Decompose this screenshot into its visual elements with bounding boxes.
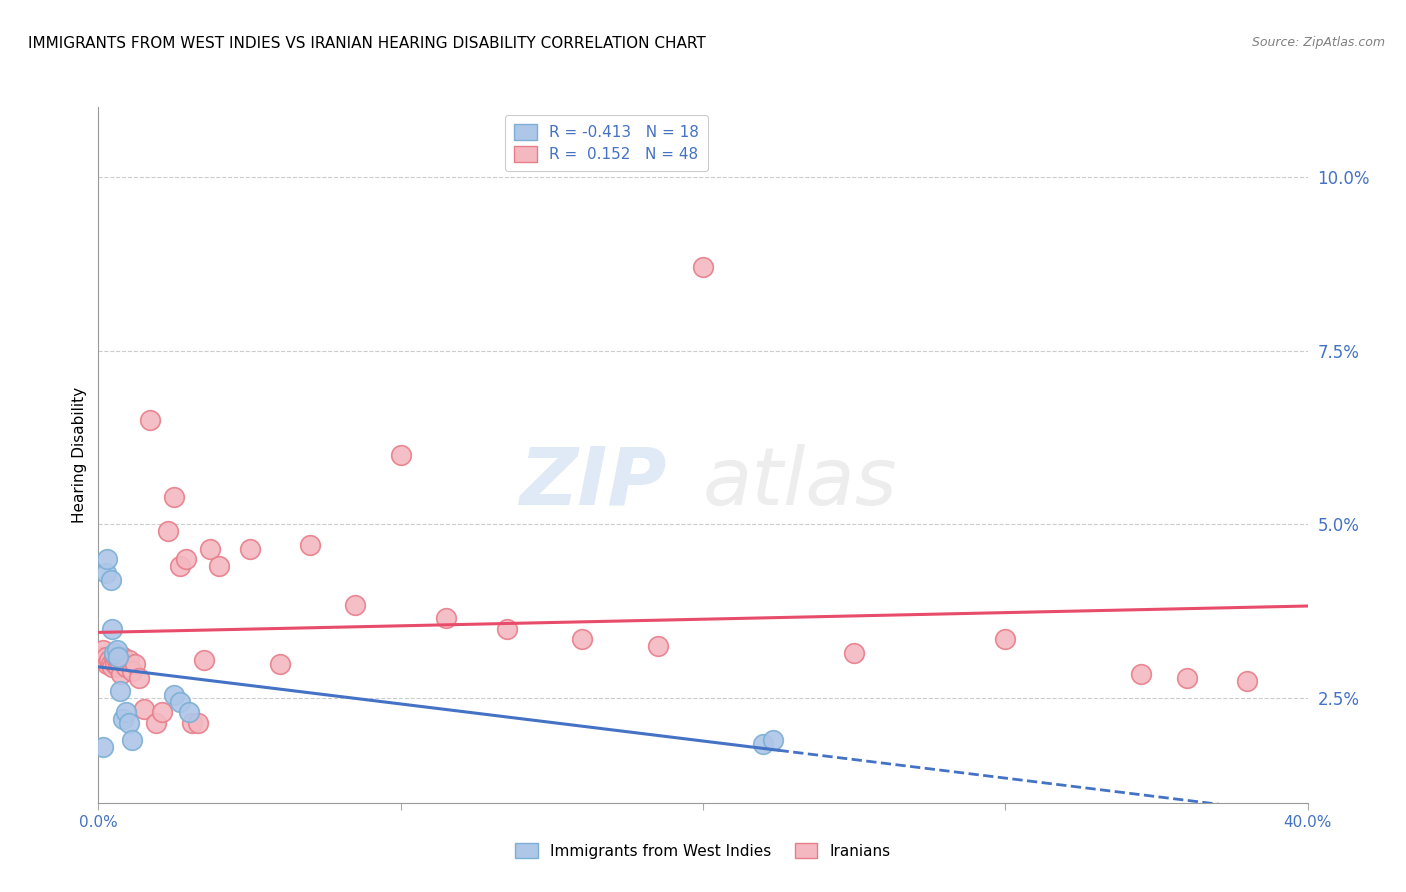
Point — [96, 552, 118, 566]
Point — [93, 653, 115, 667]
Point — [94, 566, 117, 581]
Point — [299, 538, 322, 552]
Point — [96, 657, 118, 671]
Point — [761, 733, 783, 747]
Point — [124, 657, 146, 671]
Point — [114, 706, 136, 720]
Point — [145, 715, 167, 730]
Point — [101, 660, 124, 674]
Point — [179, 706, 201, 720]
Point — [169, 559, 191, 574]
Point — [239, 541, 262, 556]
Point — [187, 715, 209, 730]
Text: atlas: atlas — [703, 443, 898, 522]
Point — [344, 598, 367, 612]
Text: Source: ZipAtlas.com: Source: ZipAtlas.com — [1251, 36, 1385, 49]
Point — [91, 642, 114, 657]
Point — [132, 702, 155, 716]
Point — [104, 657, 127, 671]
Point — [193, 653, 215, 667]
Point — [200, 541, 222, 556]
Point — [94, 649, 117, 664]
Point — [692, 260, 714, 274]
Point — [163, 490, 186, 504]
Point — [111, 712, 134, 726]
Point — [108, 657, 131, 671]
Point — [1130, 667, 1153, 681]
Point — [111, 649, 134, 664]
Point — [91, 740, 114, 755]
Y-axis label: Hearing Disability: Hearing Disability — [72, 387, 87, 523]
Text: ZIP: ZIP — [519, 443, 666, 522]
Point — [181, 715, 204, 730]
Point — [114, 660, 136, 674]
Point — [103, 646, 125, 660]
Point — [1236, 674, 1258, 689]
Point — [174, 552, 197, 566]
Point — [90, 649, 112, 664]
Point — [994, 632, 1017, 647]
Point — [752, 737, 775, 751]
Text: IMMIGRANTS FROM WEST INDIES VS IRANIAN HEARING DISABILITY CORRELATION CHART: IMMIGRANTS FROM WEST INDIES VS IRANIAN H… — [28, 36, 706, 51]
Point — [139, 413, 162, 427]
Point — [121, 664, 143, 678]
Legend: Immigrants from West Indies, Iranians: Immigrants from West Indies, Iranians — [509, 837, 897, 864]
Point — [105, 642, 128, 657]
Point — [434, 611, 457, 625]
Point — [128, 671, 150, 685]
Point — [163, 688, 186, 702]
Point — [495, 622, 517, 636]
Point — [150, 706, 173, 720]
Point — [1175, 671, 1198, 685]
Point — [844, 646, 866, 660]
Point — [100, 573, 122, 587]
Point — [118, 653, 141, 667]
Point — [107, 649, 129, 664]
Point — [571, 632, 593, 647]
Point — [169, 695, 191, 709]
Point — [110, 667, 132, 681]
Point — [389, 448, 412, 462]
Point — [98, 653, 121, 667]
Point — [100, 657, 122, 671]
Point — [105, 653, 128, 667]
Point — [156, 524, 179, 539]
Point — [101, 622, 124, 636]
Point — [103, 649, 125, 664]
Point — [107, 660, 129, 674]
Point — [647, 639, 669, 653]
Point — [208, 559, 231, 574]
Point — [121, 733, 143, 747]
Point — [118, 715, 141, 730]
Point — [269, 657, 291, 671]
Point — [108, 684, 131, 698]
